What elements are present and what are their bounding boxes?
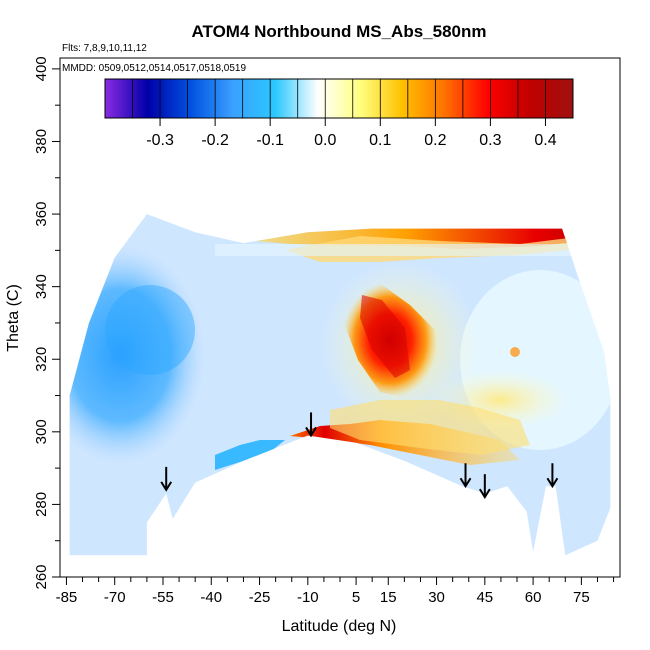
colorbar xyxy=(104,78,574,119)
arrow-markers xyxy=(160,412,559,500)
y-axis: 260 280 300 320 340 360 380 400 xyxy=(33,56,61,590)
y-tick-label: 280 xyxy=(33,492,50,517)
colorbar-tick-label: -0.3 xyxy=(146,132,174,149)
colorbar-tick-label: 0.0 xyxy=(314,132,336,149)
upper-cyan-strip xyxy=(215,244,595,256)
down-arrow-marker xyxy=(459,463,472,489)
y-tick-label: 360 xyxy=(33,202,50,227)
colorbar-tick-label: -0.1 xyxy=(256,132,284,149)
x-tick-label: 30 xyxy=(428,589,445,606)
colorbar-gradient xyxy=(104,78,574,119)
x-tick-label: -70 xyxy=(104,589,126,606)
y-tick-label: 260 xyxy=(33,564,50,589)
down-arrow-marker xyxy=(478,474,491,500)
small-orange-spot xyxy=(510,347,520,357)
colorbar-tick-label: 0.4 xyxy=(534,132,556,149)
down-arrow-marker xyxy=(546,463,559,489)
x-tick-label: 15 xyxy=(380,589,397,606)
x-tick-label: 75 xyxy=(573,589,590,606)
x-tick-label: -85 xyxy=(56,589,78,606)
dates-annotation: MMDD: 0509,0512,0514,0517,0518,0519 xyxy=(62,63,246,74)
x-axis-label: Latitude (deg N) xyxy=(282,618,397,635)
x-tick-label: 5 xyxy=(352,589,360,606)
tropical-maximum-core xyxy=(360,295,410,378)
colorbar-tick-label: -0.2 xyxy=(201,132,229,149)
lower-blue-streak xyxy=(215,440,285,470)
x-tick-label: -55 xyxy=(152,589,174,606)
x-tick-label: -25 xyxy=(249,589,271,606)
down-arrow-marker xyxy=(160,466,173,492)
colorbar-tick-labels: -0.3 -0.2 -0.1 0.0 0.1 0.2 0.3 0.4 xyxy=(146,118,557,149)
y-axis-label: Theta (C) xyxy=(5,284,22,352)
x-tick-label: 45 xyxy=(476,589,493,606)
y-tick-label: 340 xyxy=(33,274,50,299)
colorbar-tick-label: 0.3 xyxy=(479,132,501,149)
y-tick-label: 400 xyxy=(33,56,50,81)
chart-title: ATOM4 Northbound MS_Abs_580nm xyxy=(191,22,486,41)
x-tick-label: -10 xyxy=(297,589,319,606)
flights-annotation: Flts: 7,8,9,10,11,12 xyxy=(62,43,147,54)
colorbar-tick-label: 0.2 xyxy=(424,132,446,149)
lower-yellow-region xyxy=(330,400,530,455)
colorbar-tick-label: 0.1 xyxy=(369,132,391,149)
x-axis: -85 -70 -55 -40 -25 -10 5 15 30 45 60 75 xyxy=(56,576,615,606)
down-arrow-marker xyxy=(305,412,317,438)
heatmap-field xyxy=(69,214,611,556)
y-tick-label: 320 xyxy=(33,347,50,372)
southern-minimum-core xyxy=(105,285,195,375)
y-tick-label: 380 xyxy=(33,129,50,154)
x-tick-label: -40 xyxy=(200,589,222,606)
y-tick-label: 300 xyxy=(33,419,50,444)
x-tick-label: 60 xyxy=(525,589,542,606)
